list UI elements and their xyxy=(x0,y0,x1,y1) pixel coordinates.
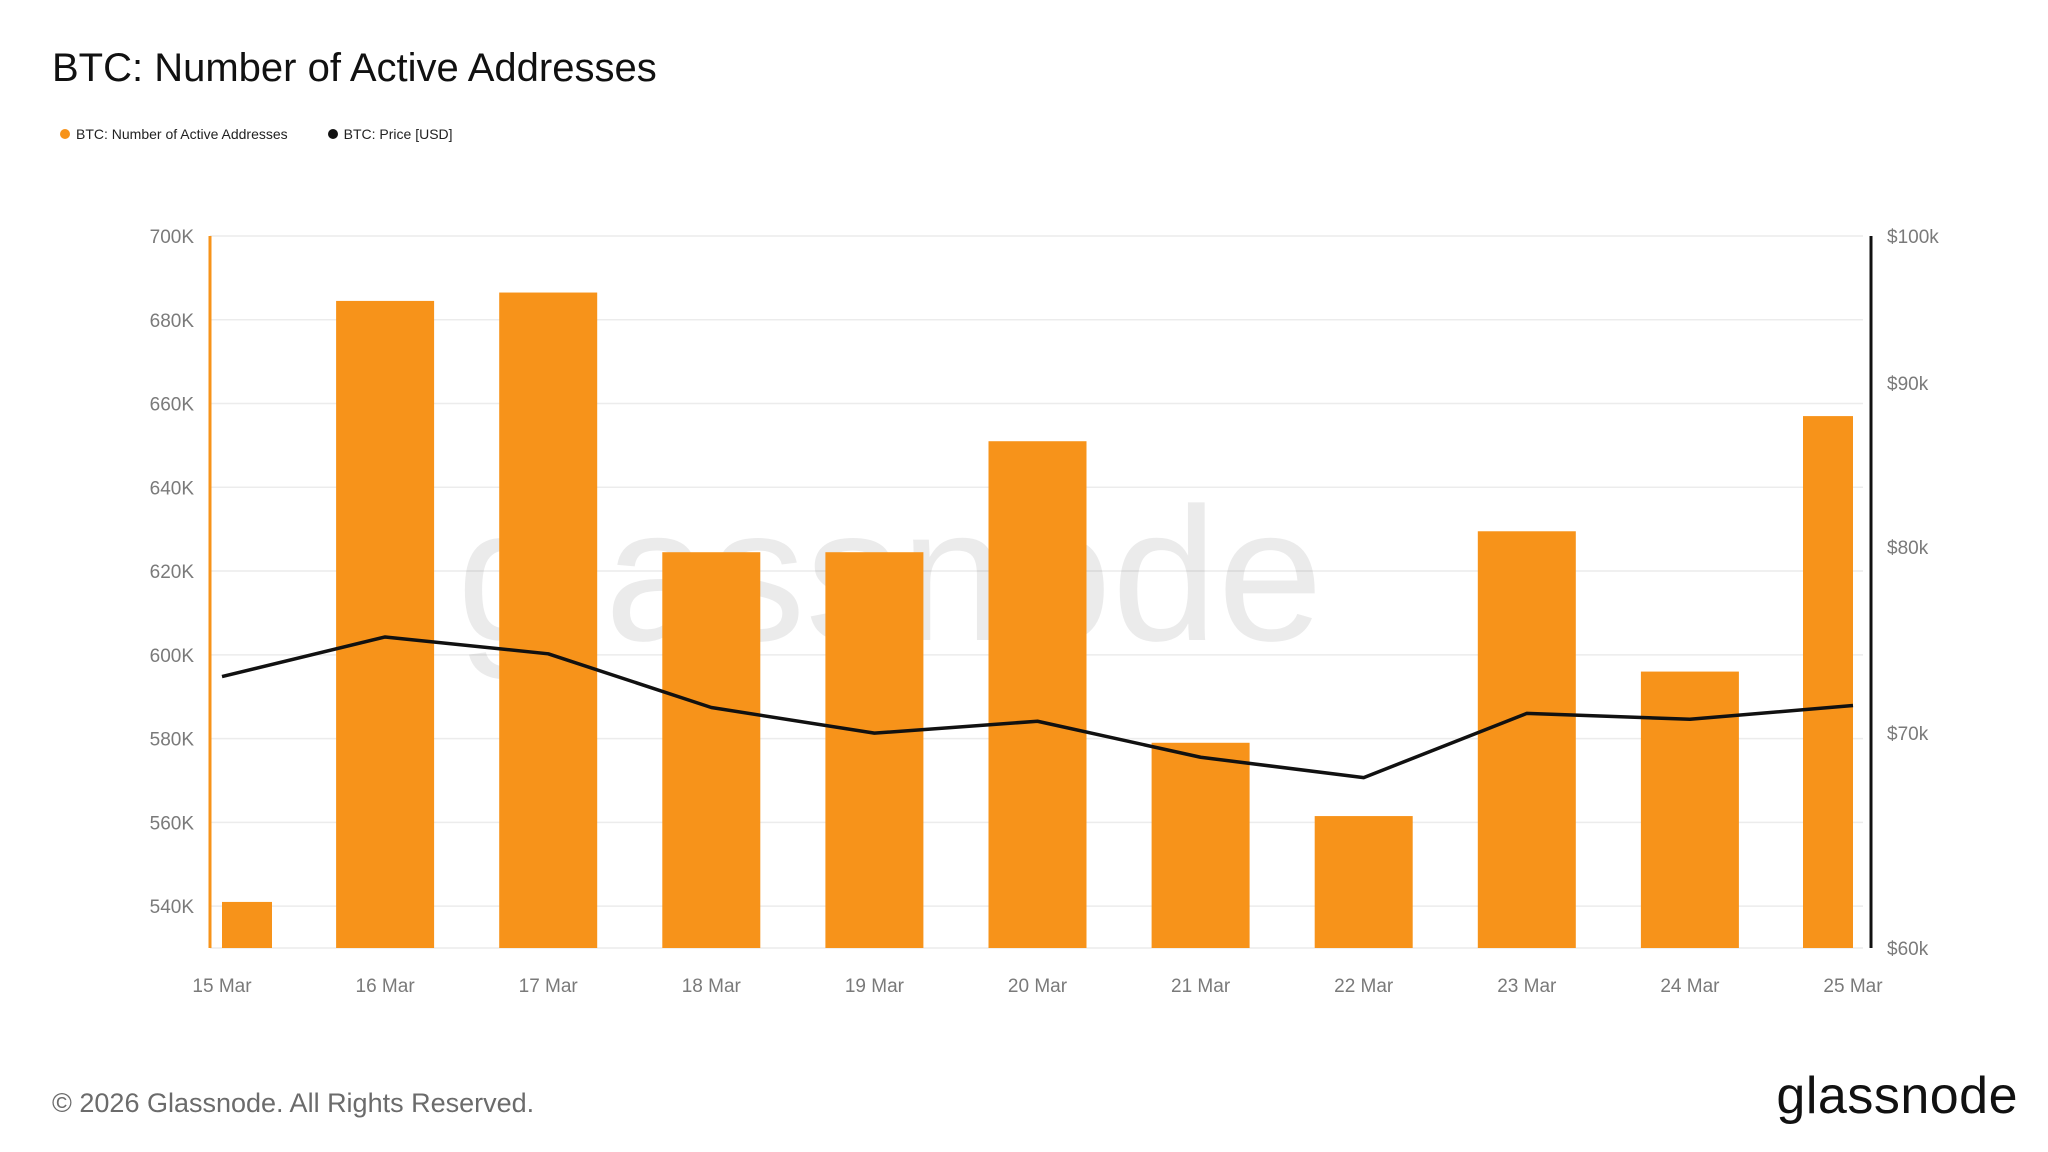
bar-22-mar xyxy=(1314,816,1413,948)
price-line-series xyxy=(221,635,1854,780)
x-tick-label: 15 Mar xyxy=(192,976,252,997)
x-tick-label: 24 Mar xyxy=(1660,976,1720,997)
x-tick-label: 19 Mar xyxy=(845,976,905,997)
legend-label-active-addresses: BTC: Number of Active Addresses xyxy=(76,126,288,142)
chart-title: BTC: Number of Active Addresses xyxy=(52,46,657,90)
axes xyxy=(208,236,1873,948)
bar-15-mar xyxy=(222,901,272,948)
bar-17-mar xyxy=(499,292,598,949)
bar-25-mar xyxy=(1803,416,1853,948)
right-tick-label: $60k xyxy=(1887,939,1929,960)
legend-dot-orange xyxy=(60,129,70,139)
bar-19-mar xyxy=(825,552,924,948)
copyright-footer: © 2026 Glassnode. All Rights Reserved. xyxy=(52,1088,535,1118)
x-tick-label: 22 Mar xyxy=(1334,976,1394,997)
legend: BTC: Number of Active Addresses BTC: Pri… xyxy=(60,126,453,142)
legend-item-active-addresses[interactable]: BTC: Number of Active Addresses xyxy=(60,126,288,142)
bar-24-mar xyxy=(1640,671,1739,948)
right-tick-label: $70k xyxy=(1887,724,1929,745)
right-tick-label: $100k xyxy=(1887,227,1939,248)
x-tick-label: 17 Mar xyxy=(519,976,579,997)
legend-label-price: BTC: Price [USD] xyxy=(343,126,453,142)
left-tick-label: 700K xyxy=(150,227,195,248)
left-tick-label: 620K xyxy=(150,562,195,583)
bar-21-mar xyxy=(1151,742,1250,948)
left-tick-label: 680K xyxy=(150,311,195,332)
left-tick-label: 580K xyxy=(150,730,195,751)
left-tick-label: 540K xyxy=(150,897,195,918)
tick-labels: 540K 560K 580K 600K 620K 640K 660K 680K 700K $60k… xyxy=(150,227,1940,997)
bar-series xyxy=(222,292,1853,949)
left-tick-label: 560K xyxy=(150,813,195,834)
bar-16-mar xyxy=(336,300,435,949)
left-tick-label: 640K xyxy=(150,478,195,499)
x-tick-label: 25 Mar xyxy=(1823,976,1883,997)
bar-18-mar xyxy=(662,552,761,948)
legend-item-price[interactable]: BTC: Price [USD] xyxy=(327,126,453,142)
bar-20-mar xyxy=(988,441,1087,948)
right-tick-label: $80k xyxy=(1887,538,1929,559)
x-tick-label: 21 Mar xyxy=(1171,976,1231,997)
x-tick-label: 16 Mar xyxy=(356,976,416,997)
x-tick-label: 20 Mar xyxy=(1008,976,1068,997)
legend-dot-black xyxy=(327,129,338,139)
right-tick-label: $90k xyxy=(1887,374,1929,395)
x-tick-label: 18 Mar xyxy=(682,976,742,997)
bar-23-mar xyxy=(1477,531,1576,948)
glassnode-logo: glassnode xyxy=(1776,1067,2018,1125)
left-tick-label: 660K xyxy=(150,395,195,416)
x-tick-label: 23 Mar xyxy=(1497,976,1557,997)
left-tick-label: 600K xyxy=(150,646,195,667)
